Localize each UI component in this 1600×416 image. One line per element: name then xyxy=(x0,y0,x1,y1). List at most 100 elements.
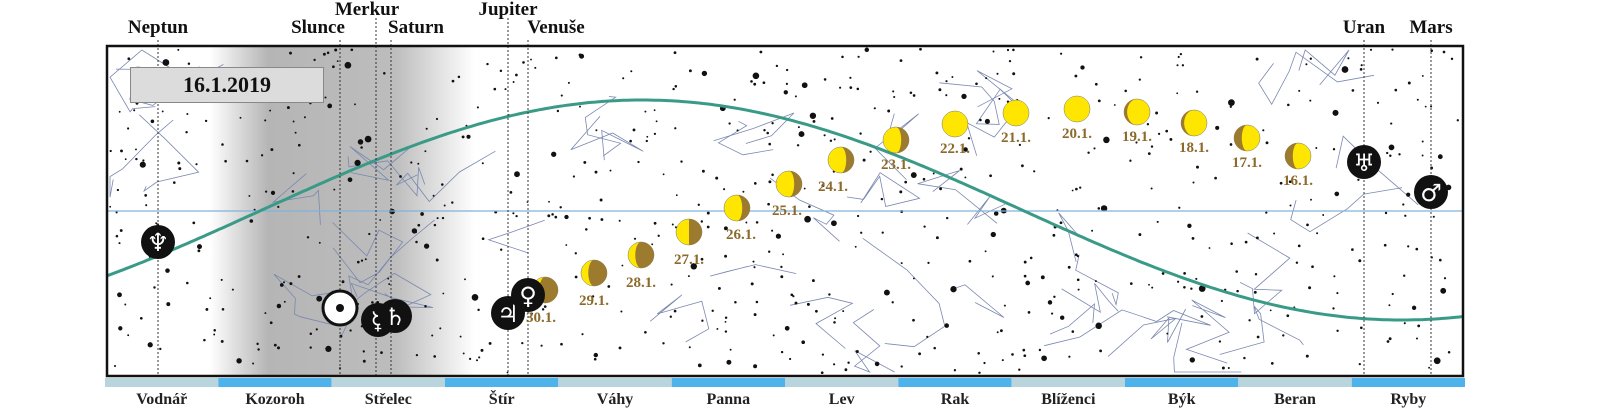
star xyxy=(675,194,678,197)
star xyxy=(1421,140,1424,143)
star xyxy=(796,144,800,147)
star xyxy=(159,347,162,351)
star xyxy=(316,295,323,302)
star xyxy=(1289,204,1292,207)
moon-date-label: 21.1. xyxy=(1001,130,1031,146)
star xyxy=(935,236,939,240)
star xyxy=(424,304,427,308)
star xyxy=(1191,237,1195,240)
constellation-line xyxy=(709,264,797,277)
star xyxy=(1332,109,1339,116)
star xyxy=(1147,152,1151,155)
star xyxy=(967,137,971,140)
star xyxy=(411,228,418,234)
constellation-line xyxy=(1107,308,1187,357)
star xyxy=(1402,203,1405,206)
star xyxy=(594,170,598,174)
star xyxy=(461,135,465,139)
star xyxy=(147,342,153,348)
constellation-line xyxy=(769,177,840,242)
moon-shadow xyxy=(588,260,607,286)
star xyxy=(364,258,367,261)
star xyxy=(362,350,365,353)
star xyxy=(387,277,390,280)
star xyxy=(315,328,318,331)
star xyxy=(753,266,756,269)
constellation-line xyxy=(1258,51,1374,106)
star xyxy=(109,149,112,153)
star xyxy=(729,348,732,351)
star xyxy=(823,134,826,137)
star xyxy=(1308,286,1312,290)
star xyxy=(711,309,714,312)
star xyxy=(1416,98,1419,101)
star xyxy=(1071,330,1075,333)
star xyxy=(1192,181,1195,184)
star xyxy=(442,292,445,295)
star xyxy=(1442,50,1446,54)
star xyxy=(564,214,569,220)
star xyxy=(431,334,434,337)
zodiac-segment xyxy=(1125,378,1239,387)
star xyxy=(499,69,503,73)
moon-date-label: 29.1. xyxy=(579,293,609,309)
star xyxy=(1176,92,1179,95)
star xyxy=(880,197,884,201)
star xyxy=(588,216,591,220)
zodiac-label: Střelec xyxy=(365,391,412,408)
star xyxy=(1068,355,1071,358)
star xyxy=(133,109,136,112)
star xyxy=(197,249,201,253)
star xyxy=(1195,90,1199,93)
star xyxy=(922,177,926,181)
star xyxy=(318,241,321,244)
star xyxy=(945,80,948,83)
star xyxy=(715,176,719,180)
moon-phase-26-1: 26.1. xyxy=(723,194,756,243)
star xyxy=(186,112,189,116)
star xyxy=(1221,366,1225,370)
star xyxy=(420,212,424,216)
star xyxy=(1093,147,1096,150)
star xyxy=(662,173,665,176)
star xyxy=(1040,275,1045,280)
star xyxy=(932,172,935,175)
zodiac-label: Rak xyxy=(941,391,970,408)
star xyxy=(441,183,444,186)
star xyxy=(593,357,597,361)
star xyxy=(1139,56,1143,59)
star xyxy=(992,50,995,53)
star xyxy=(1447,350,1451,354)
star xyxy=(415,240,418,244)
moon-shadow xyxy=(689,219,702,245)
star xyxy=(357,139,364,145)
constellation-line xyxy=(713,112,795,144)
star xyxy=(1033,170,1036,173)
star xyxy=(135,157,138,161)
star xyxy=(811,279,815,283)
star xyxy=(1417,324,1421,328)
moon-phase-21-1: 21.1. xyxy=(1001,99,1031,146)
star xyxy=(1094,82,1098,86)
star xyxy=(1011,353,1014,356)
planet-symbols: ♆ ☿ ♄ ♃ ♀ ♅ ♂ xyxy=(141,145,1448,337)
star xyxy=(554,215,558,219)
star xyxy=(794,95,797,98)
star xyxy=(540,344,543,347)
star xyxy=(809,112,817,119)
star xyxy=(118,326,123,331)
star xyxy=(991,275,994,278)
star xyxy=(1235,270,1238,273)
zodiac-label: Kozoroh xyxy=(245,391,304,408)
star xyxy=(559,206,562,209)
star xyxy=(1025,280,1031,286)
star xyxy=(892,90,895,93)
star xyxy=(644,110,647,113)
star xyxy=(1190,287,1193,290)
star xyxy=(581,333,584,336)
moon-phase-20-1: 20.1. xyxy=(1062,95,1092,142)
star xyxy=(410,161,413,164)
star xyxy=(646,135,649,138)
star xyxy=(574,275,578,279)
star xyxy=(733,98,736,101)
